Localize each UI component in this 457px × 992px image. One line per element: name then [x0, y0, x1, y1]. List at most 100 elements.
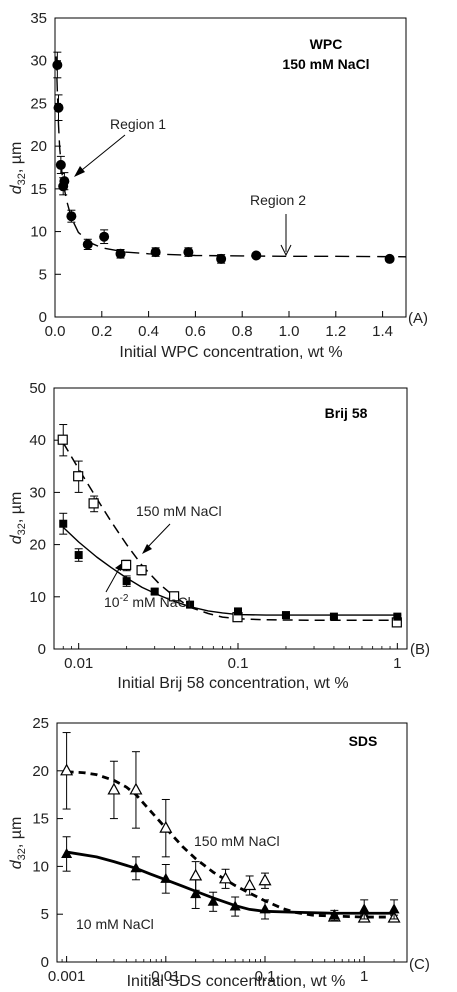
- panel-a-series-1-point: [183, 247, 194, 258]
- panel-c-y-axis-title: d32, µm: [8, 817, 28, 870]
- panel-c-series-2-point: [328, 909, 340, 920]
- panel-c-x-tick-label: 1: [360, 968, 368, 985]
- panel-c-series-1-point: [243, 878, 257, 891]
- panel-b-series-1-point: [88, 498, 99, 509]
- panel-c-x-tick-label: 0.001: [48, 968, 86, 985]
- panel-c-y-tick-label: 0: [41, 954, 49, 971]
- panel-c-annotation-10mm: 10 mM NaCl: [76, 916, 154, 932]
- panel-b-series-2-point: [329, 612, 338, 621]
- panel-a-y-tick-label: 30: [30, 53, 47, 70]
- panel-a-series-1-point: [53, 102, 64, 113]
- panel-a-series-1-point: [216, 253, 227, 264]
- panel-c-series-2-point: [190, 888, 202, 899]
- panel-b-x-tick-label: 0.01: [64, 655, 93, 672]
- panel-a-y-tick-label: 15: [30, 181, 47, 198]
- panel-b-series-1-point: [136, 565, 147, 576]
- panel-c-annotation-150mm: 150 mM NaCl: [194, 833, 280, 849]
- panel-c-series-1-point: [159, 820, 173, 833]
- panel-c-x-tick-label: 0.01: [151, 968, 180, 985]
- panel-c-series-2-fit-line: [66, 850, 395, 915]
- panel-a-series-1-point: [384, 253, 395, 264]
- panel-a-series-1-point: [82, 239, 93, 250]
- panel-c-fit-curves: [66, 770, 395, 919]
- panel-c-plot-frame: [56, 722, 408, 963]
- panel-c-y-tick-label: 20: [32, 763, 49, 780]
- panel-b-y-tick-label: 40: [29, 432, 46, 449]
- panel-c-series-2-point: [130, 862, 142, 873]
- panel-b-series-1-fit-line: [62, 442, 398, 622]
- panel-a-label: (A): [408, 310, 428, 327]
- panel-c-series-2-point: [207, 895, 219, 906]
- panel-a-title-line-2: 150 mM NaCl: [282, 56, 369, 72]
- panel-b-y-tick-label: 0: [38, 641, 46, 658]
- panel-b-x-axis-title: Initial Brij 58 concentration, wt %: [117, 675, 348, 692]
- panel-a-series-1-point: [52, 59, 63, 70]
- panel-a-series-1-point: [55, 159, 66, 170]
- panel-a-region-1-arrowhead: [74, 166, 85, 177]
- panel-c-series-1-fit-line: [66, 770, 395, 919]
- panel-a-annotation-region-1: Region 1: [110, 116, 166, 132]
- panel-a-ticks: 0.0 0.2 0.4 0.6 0.8 1.0 1.2 1.4 0 5 10 15 20 25 30 35: [30, 10, 393, 340]
- panel-a-x-axis-title: Initial WPC concentration, wt %: [119, 344, 342, 361]
- panel-b-label: (B): [410, 641, 430, 658]
- panel-a-x-tick-label: 1.4: [372, 323, 393, 340]
- panel-a-x-tick-label: 0.2: [91, 323, 112, 340]
- panel-a-data-marks: [52, 51, 395, 264]
- panel-a-x-tick-label: 0.0: [45, 323, 66, 340]
- panel-a-annotation-region-2: Region 2: [250, 192, 306, 208]
- panel-a-region-1-arrow: [76, 134, 126, 175]
- panel-a-y-tick-label: 25: [30, 95, 47, 112]
- panel-b-series-2-point: [150, 587, 159, 596]
- panel-c-series-1-point: [107, 782, 121, 795]
- panel-b-y-tick-label: 10: [29, 589, 46, 606]
- panel-c-series-2-point: [61, 847, 73, 858]
- panel-b-150mm-arrowhead: [142, 544, 152, 554]
- panel-b-150mm-arrow: [144, 523, 171, 551]
- panel-c-label: (C): [409, 956, 430, 973]
- panel-a-series-1-point: [115, 248, 126, 259]
- panel-c-series-1-point: [60, 763, 74, 776]
- panel-c-x-axis-title: Initial SDS concentration, wt %: [127, 973, 346, 990]
- panel-a-x-tick-label: 1.0: [279, 323, 300, 340]
- panel-c-series-2-point: [358, 903, 370, 914]
- panel-a-x-tick-label: 1.2: [325, 323, 346, 340]
- panel-b-series-1-point: [57, 434, 68, 445]
- panel-b-title: Brij 58: [325, 405, 368, 421]
- panel-a-series-1-fit-line: [55, 56, 407, 258]
- panel-c-series-1-point: [189, 868, 203, 881]
- panel-b-low-salt-arrow: [105, 566, 121, 593]
- panel-c-series-1-point: [219, 871, 233, 884]
- panel-b-series-1-point: [121, 559, 132, 571]
- panel-a-y-tick-label: 35: [30, 10, 47, 27]
- panel-a-x-tick-label: 0.4: [138, 323, 159, 340]
- panel-c-series-1-point: [258, 873, 272, 886]
- panel-c-x-tick-label: 0.1: [255, 968, 276, 985]
- panel-b-series-2-point: [393, 612, 402, 621]
- panel-b-series-2-point: [234, 607, 243, 616]
- panel-c-series-2-point: [259, 903, 271, 914]
- panel-a-plot-frame: [54, 17, 407, 318]
- panel-c-title: SDS: [349, 733, 378, 749]
- panel-a-x-tick-label: 0.8: [232, 323, 253, 340]
- panel-c-series-1-point: [129, 782, 143, 795]
- panel-a: 0.0 0.2 0.4 0.6 0.8 1.0 1.2 1.4 0 5 10 15 20 25 30 35 W…: [8, 10, 428, 361]
- panel-b-series-2-point: [122, 577, 131, 586]
- panel-a-series-1-point: [150, 247, 161, 258]
- panel-a-series-1-point: [99, 231, 110, 242]
- panel-b-series-1-point: [73, 471, 84, 482]
- panel-a-y-axis-title: d32, µm: [8, 142, 28, 195]
- panel-c-y-tick-label: 10: [32, 858, 49, 875]
- panel-b-x-tick-label: 0.1: [228, 655, 249, 672]
- panel-b-y-tick-label: 30: [29, 484, 46, 501]
- panel-b-y-tick-label: 50: [29, 380, 46, 397]
- panel-b-series-2-point: [281, 611, 290, 620]
- panel-b-fit-curves: [62, 442, 398, 622]
- panel-a-x-tick-label: 0.6: [185, 323, 206, 340]
- panel-a-y-tick-label: 5: [39, 266, 47, 283]
- panel-a-y-tick-label: 0: [39, 309, 47, 326]
- panel-c-y-tick-label: 15: [32, 811, 49, 828]
